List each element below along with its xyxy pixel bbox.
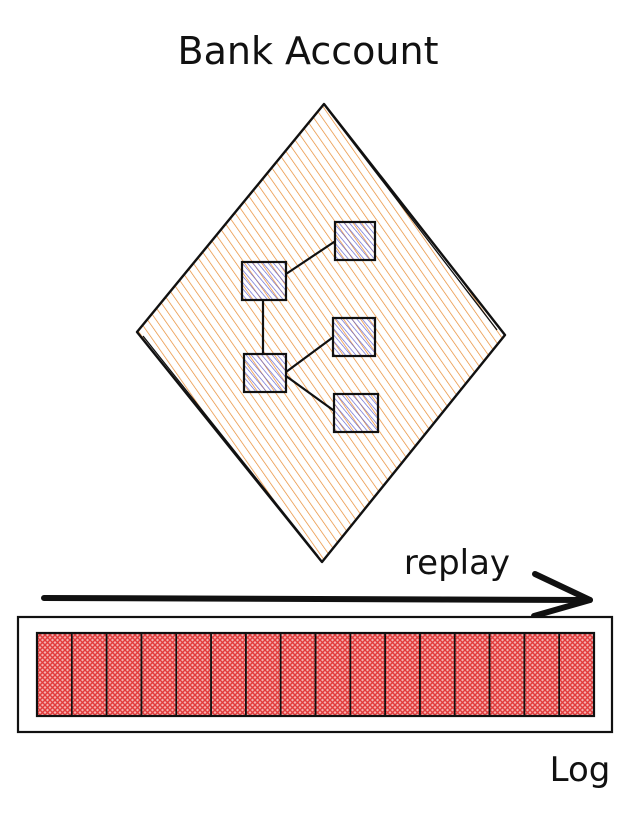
entity-node-right: [331, 316, 377, 358]
log-label: Log: [550, 750, 611, 790]
aggregate-diamond: [135, 102, 507, 564]
entity-node-middle: [242, 352, 288, 394]
entity-node-top-right: [333, 220, 377, 262]
log-entry: [558, 632, 595, 717]
replay-arrow: [41, 571, 593, 619]
diagram-title: Bank Account: [178, 29, 439, 73]
log-segments: [36, 632, 595, 717]
node-connectors: [261, 240, 336, 412]
entity-node-bottom-right: [332, 392, 380, 434]
replay-label: replay: [404, 543, 510, 583]
entity-node-root: [240, 260, 288, 302]
event-log: [16, 615, 614, 734]
